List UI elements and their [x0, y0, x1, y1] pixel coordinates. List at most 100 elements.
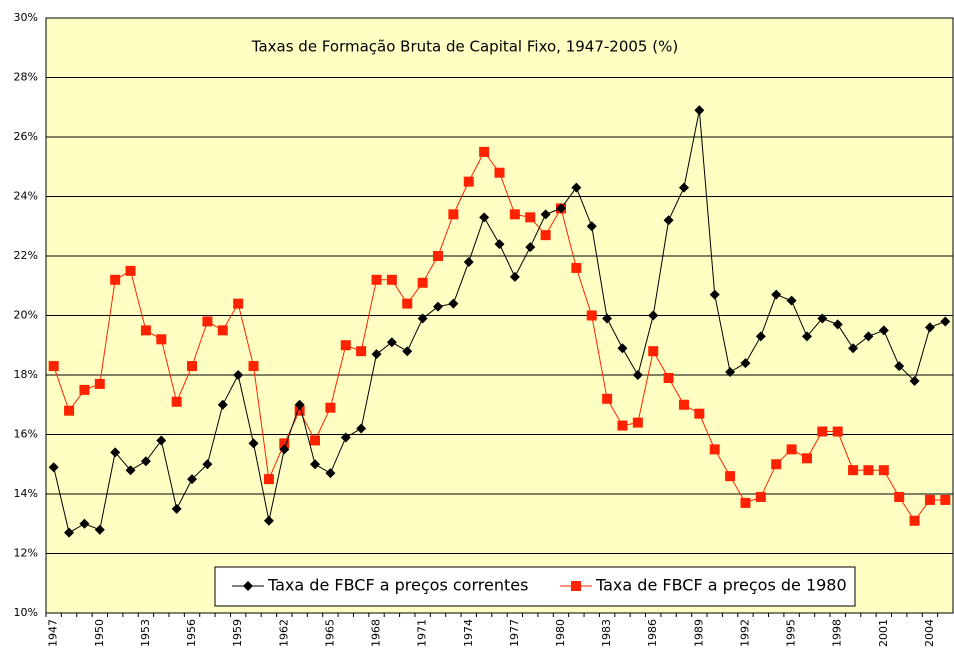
- point: [479, 146, 490, 157]
- point: [878, 325, 889, 336]
- point: [110, 274, 121, 285]
- x-tick-label: 1974: [462, 619, 475, 647]
- point: [94, 378, 105, 389]
- point: [663, 372, 674, 383]
- point: [156, 435, 167, 446]
- point: [325, 468, 336, 479]
- point: [878, 465, 889, 476]
- point: [248, 361, 259, 372]
- point: [356, 346, 367, 357]
- x-tick-label: 1950: [93, 619, 106, 647]
- point: [233, 298, 244, 309]
- x-tick-label: 1998: [831, 619, 844, 647]
- point: [817, 313, 828, 324]
- y-tick-label: 18%: [14, 368, 38, 381]
- point: [140, 456, 151, 467]
- point: [571, 182, 582, 193]
- point: [125, 265, 136, 276]
- point: [894, 491, 905, 502]
- chart-title: Taxas de Formação Bruta de Capital Fixo,…: [251, 38, 678, 56]
- x-tick-label: 1977: [508, 619, 521, 647]
- legend-marker: [571, 581, 581, 591]
- x-tick-label: 1971: [416, 619, 429, 647]
- point: [125, 465, 136, 476]
- point: [586, 221, 597, 232]
- point: [310, 459, 321, 470]
- point: [248, 438, 259, 449]
- point: [494, 167, 505, 178]
- y-tick-label: 12%: [14, 547, 38, 560]
- point: [632, 370, 643, 380]
- point: [402, 346, 413, 357]
- point: [924, 322, 935, 333]
- point: [863, 331, 874, 342]
- point: [356, 423, 367, 434]
- x-tick-label: 1995: [785, 619, 798, 647]
- point: [48, 361, 59, 372]
- point: [48, 462, 59, 473]
- point: [402, 298, 413, 309]
- point: [171, 396, 182, 407]
- point: [786, 295, 797, 306]
- x-tick-label: 1992: [738, 619, 751, 647]
- point: [187, 474, 198, 485]
- point: [340, 340, 351, 351]
- point: [494, 239, 505, 250]
- point: [140, 325, 151, 336]
- point: [771, 459, 782, 470]
- point: [202, 459, 213, 470]
- x-tick-label: 1986: [646, 619, 659, 647]
- point: [694, 105, 705, 116]
- point: [740, 358, 751, 369]
- point: [509, 209, 520, 220]
- x-tick-label: 1953: [139, 619, 152, 647]
- x-tick-label: 1962: [277, 619, 290, 647]
- point: [525, 212, 536, 223]
- point: [171, 503, 182, 514]
- x-tick-label: 1968: [370, 619, 383, 647]
- point: [310, 435, 321, 446]
- point: [386, 274, 397, 285]
- point: [417, 313, 428, 324]
- point: [725, 471, 736, 482]
- point: [786, 444, 797, 455]
- point: [279, 444, 290, 455]
- legend: [214, 566, 856, 607]
- point: [755, 331, 766, 342]
- y-tick-label: 26%: [14, 130, 38, 143]
- x-tick-label: 1965: [323, 619, 336, 647]
- point: [771, 289, 782, 300]
- point: [894, 361, 905, 372]
- point: [187, 361, 198, 372]
- legend-label: Taxa de FBCF a preços correntes: [267, 576, 528, 595]
- point: [755, 491, 766, 502]
- x-tick-label: 1956: [185, 619, 198, 647]
- point: [602, 393, 613, 404]
- point: [924, 494, 935, 505]
- point: [678, 182, 689, 193]
- point: [555, 203, 566, 214]
- point: [725, 367, 736, 378]
- point: [156, 334, 167, 345]
- point: [64, 527, 75, 538]
- point: [940, 494, 951, 505]
- point: [279, 438, 290, 449]
- y-tick-label: 22%: [14, 249, 38, 262]
- x-tick-label: 1983: [600, 619, 613, 647]
- point: [571, 262, 582, 273]
- point: [448, 209, 459, 220]
- point: [832, 319, 843, 330]
- point: [509, 271, 520, 282]
- point: [217, 325, 228, 336]
- x-tick-label: 2004: [923, 619, 936, 647]
- point: [371, 349, 382, 360]
- point: [740, 497, 751, 508]
- point: [848, 465, 859, 476]
- point: [94, 524, 105, 535]
- point: [433, 301, 444, 312]
- legend-label: Taxa de FBCF a preços de 1980: [595, 576, 847, 595]
- point: [79, 384, 90, 395]
- point: [294, 405, 305, 416]
- y-tick-label: 14%: [14, 487, 38, 500]
